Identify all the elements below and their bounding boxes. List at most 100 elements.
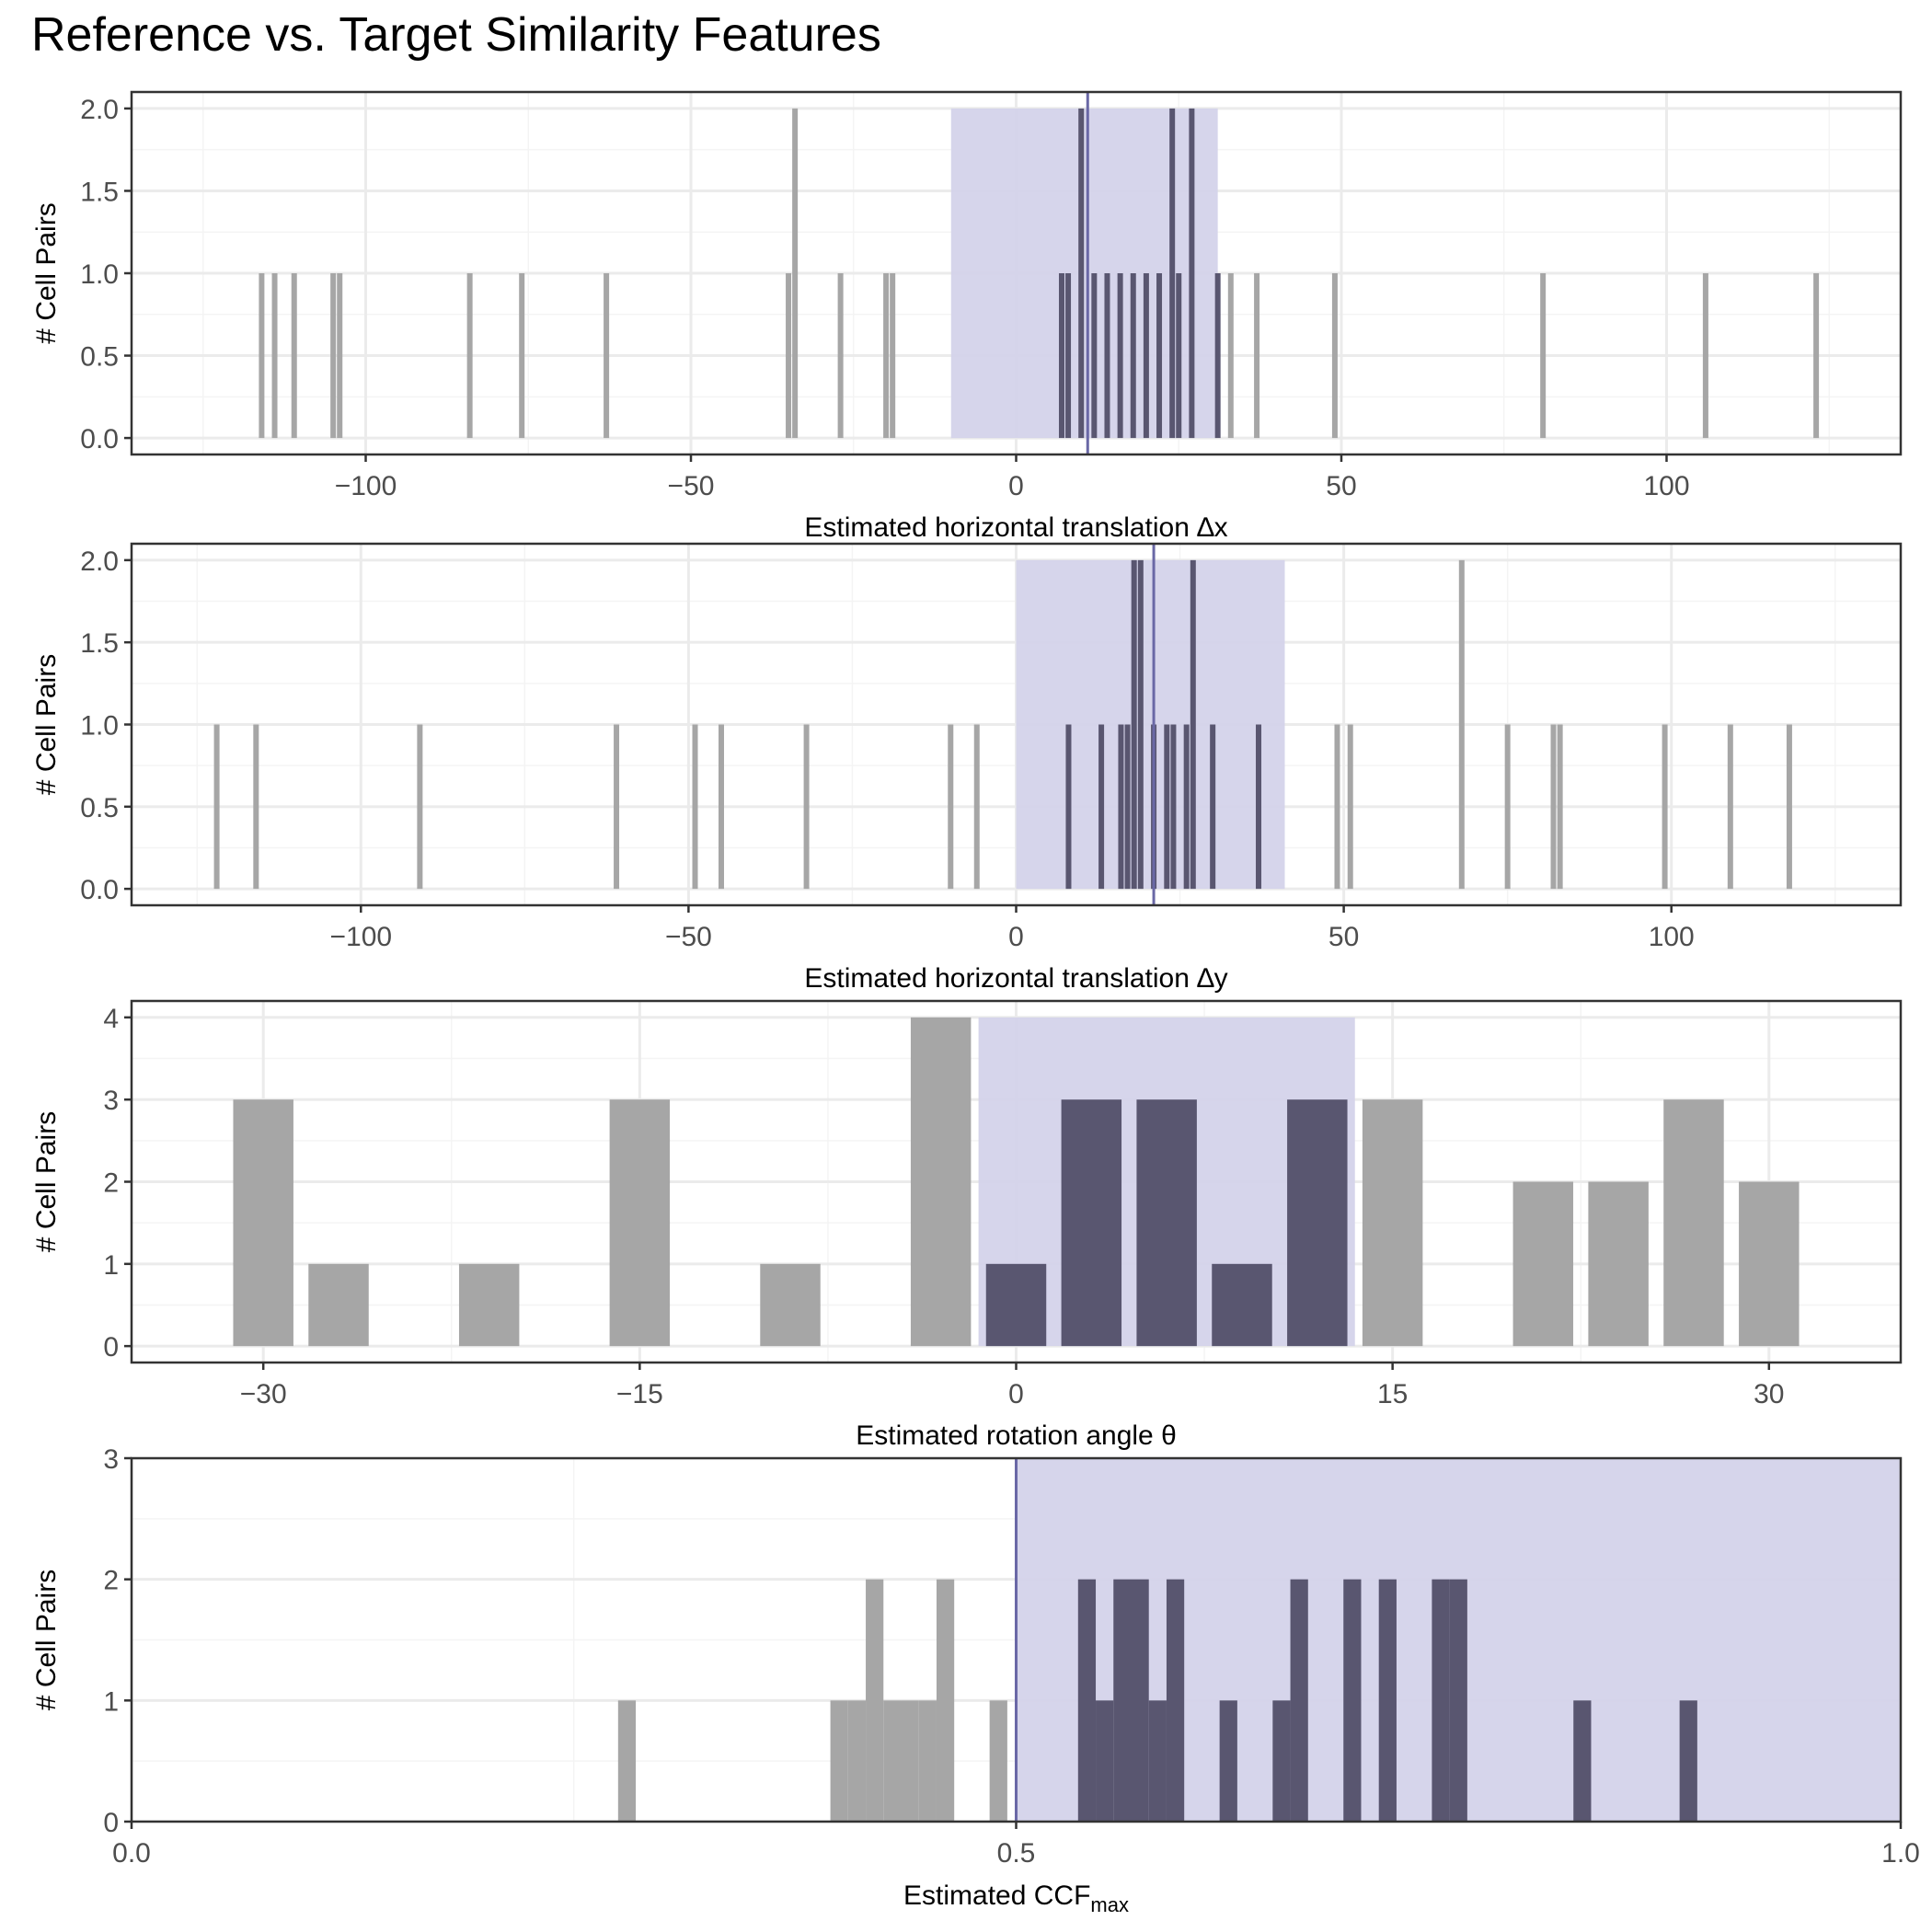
bar xyxy=(786,273,792,439)
panel-theta: 0 1 2 3 4 −30 −15 0 15 30 Estimated rotation angle… xyxy=(31,999,1903,1451)
y-tick-label: 3 xyxy=(103,1444,119,1475)
bar xyxy=(1131,559,1137,890)
bar xyxy=(1347,724,1353,890)
bar xyxy=(866,1579,884,1822)
bar xyxy=(989,1700,1007,1822)
y-tick-label: 0.0 xyxy=(80,875,119,905)
bar xyxy=(1331,273,1338,439)
bar xyxy=(910,1017,972,1347)
bar xyxy=(1124,724,1131,890)
y-axis-label: # Cell Pairs xyxy=(31,654,62,795)
x-tick-label: −100 xyxy=(329,922,392,952)
bar xyxy=(1164,724,1170,890)
bar xyxy=(1166,1579,1185,1822)
bar xyxy=(233,1099,293,1347)
bar xyxy=(1065,724,1072,890)
bar xyxy=(1813,273,1820,439)
y-tick-label: 0.5 xyxy=(80,793,119,823)
bar xyxy=(830,1700,848,1822)
bar xyxy=(1176,273,1182,439)
bar xyxy=(1136,1099,1197,1347)
bar xyxy=(1098,724,1105,890)
bar xyxy=(1130,273,1136,439)
y-tick-label: 0.0 xyxy=(80,424,119,454)
bar xyxy=(936,1579,955,1822)
bar xyxy=(1190,559,1196,890)
bar xyxy=(1573,1700,1592,1822)
bar xyxy=(1432,1579,1450,1822)
panel-ccf: 0 1 2 3 0.0 0.5 1.0 Estimated CCFmax # Cell Pair… xyxy=(31,1444,1920,1916)
bar xyxy=(1662,724,1668,890)
highlight-band xyxy=(1016,559,1285,890)
y-tick-label: 2 xyxy=(103,1168,119,1199)
bar xyxy=(1663,1099,1724,1347)
panel-dy: 0.0 0.5 1.0 1.5 2.0 −100 −50 0 50 100 Estimated ho… xyxy=(31,542,1903,994)
bar xyxy=(1334,724,1340,890)
y-tick-label: 0.5 xyxy=(80,342,119,373)
bar xyxy=(1183,724,1190,890)
bar xyxy=(417,724,423,890)
x-axis-label: Estimated horizontal translation ∆y xyxy=(804,963,1227,994)
x-tick-label: 100 xyxy=(1649,922,1695,952)
bar xyxy=(1287,1099,1348,1347)
bar xyxy=(1078,108,1085,439)
bar xyxy=(1227,273,1234,439)
bar xyxy=(1077,1579,1097,1822)
y-tick-label: 0 xyxy=(103,1332,119,1363)
bar xyxy=(458,1263,520,1347)
bar xyxy=(1137,559,1144,890)
bar xyxy=(985,1263,1047,1347)
x-tick-label: −50 xyxy=(665,922,712,952)
bars xyxy=(617,1458,1901,1822)
y-tick-label: 2 xyxy=(103,1566,119,1596)
x-tick-label: 1.0 xyxy=(1881,1838,1920,1869)
bar xyxy=(1096,1700,1114,1822)
bar xyxy=(253,724,259,890)
x-tick-label: 100 xyxy=(1643,471,1689,501)
y-tick-label: 2.0 xyxy=(80,95,119,125)
y-axis-label: # Cell Pairs xyxy=(31,1570,62,1710)
y-tick-label: 3 xyxy=(103,1086,119,1116)
bar xyxy=(847,1700,867,1822)
bar xyxy=(1131,1579,1149,1822)
x-axis-label: Estimated rotation angle θ xyxy=(856,1420,1177,1451)
bar xyxy=(973,724,980,890)
bar xyxy=(1065,273,1072,439)
y-tick-label: 0 xyxy=(103,1808,119,1838)
bar xyxy=(1786,724,1792,890)
bar xyxy=(1504,724,1511,890)
bar xyxy=(609,1099,671,1347)
bar xyxy=(1256,724,1262,890)
bar xyxy=(1210,724,1216,890)
bar xyxy=(1156,273,1163,439)
panel-dx: 0.0 0.5 1.0 1.5 2.0 −100 −50 0 50 100 Estimated ho… xyxy=(31,90,1903,543)
bar xyxy=(291,273,297,439)
bar xyxy=(1449,1579,1467,1822)
bar xyxy=(1058,273,1064,439)
bar xyxy=(1702,273,1708,439)
x-tick-label: 0.0 xyxy=(112,1838,151,1869)
bar xyxy=(1378,1579,1397,1822)
bar xyxy=(719,724,724,890)
bar xyxy=(1540,273,1547,439)
bar xyxy=(1272,1700,1291,1822)
bar xyxy=(259,273,265,439)
x-tick-label: 0.5 xyxy=(997,1838,1036,1869)
bars xyxy=(213,544,1792,905)
x-tick-label: 0 xyxy=(1008,471,1024,501)
y-tick-label: 1.0 xyxy=(80,259,119,290)
bar xyxy=(1343,1579,1362,1822)
bar xyxy=(1679,1700,1697,1822)
bar xyxy=(1189,108,1195,439)
bar xyxy=(604,273,610,439)
y-tick-label: 1.0 xyxy=(80,711,119,742)
bar xyxy=(519,273,525,439)
bar xyxy=(890,273,896,439)
bar xyxy=(1113,1579,1132,1822)
bar xyxy=(948,724,954,890)
x-tick-label: 0 xyxy=(1008,1379,1024,1409)
bar xyxy=(760,1263,821,1347)
x-tick-label: −30 xyxy=(240,1379,287,1409)
y-tick-label: 1.5 xyxy=(80,177,119,207)
